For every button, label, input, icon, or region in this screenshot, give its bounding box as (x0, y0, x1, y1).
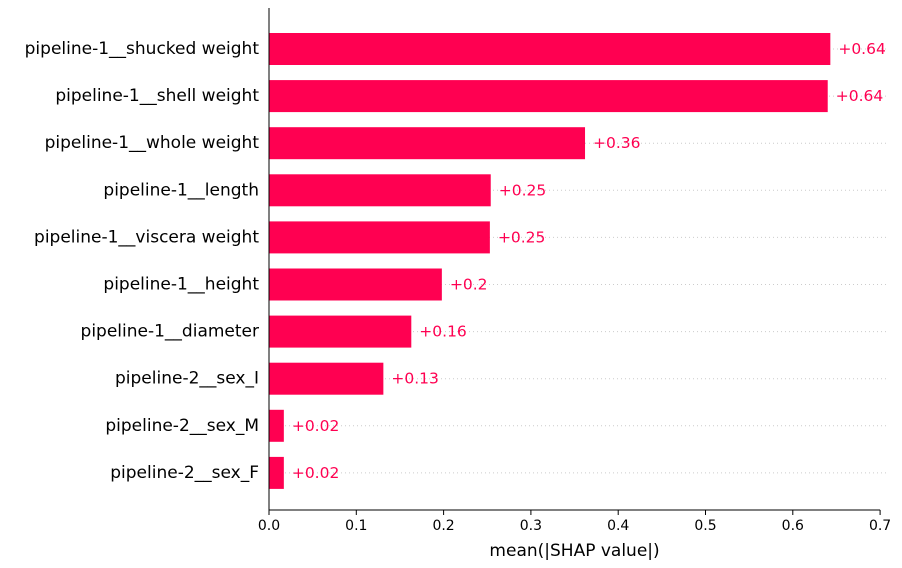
x-tick-label: 0.7 (869, 518, 891, 534)
x-axis-label: mean(|SHAP value|) (489, 541, 659, 561)
bar (269, 315, 412, 348)
x-tick-label: 0.3 (520, 518, 542, 534)
value-label: +0.2 (450, 276, 488, 294)
value-label: +0.64 (836, 87, 884, 105)
bar (269, 362, 384, 395)
bar (269, 174, 491, 207)
value-label: +0.13 (391, 370, 439, 388)
feature-label: pipeline-1__length (103, 180, 259, 200)
feature-label: pipeline-1__shell weight (55, 86, 259, 106)
x-tick-label: 0.1 (345, 518, 367, 534)
value-labels: +0.64 +0.64 +0.36 +0.25 +0.25 +0.2 +0.16 +0.13 +… (292, 40, 886, 482)
feature-label: pipeline-1__diameter (81, 322, 259, 342)
x-axis-ticks: 0.0 0.1 0.2 0.3 0.4 0.5 0.6 0.7 (258, 510, 891, 534)
bar (269, 80, 828, 113)
value-label: +0.25 (499, 181, 547, 199)
feature-label: pipeline-2__sex_I (115, 369, 259, 389)
grid-lines (269, 48, 888, 474)
feature-label: pipeline-1__whole weight (45, 133, 260, 153)
feature-label: pipeline-1__viscera weight (34, 227, 259, 247)
value-label: +0.36 (593, 134, 641, 152)
value-label: +0.02 (292, 417, 340, 435)
feature-label: pipeline-1__height (103, 275, 259, 295)
bar (269, 456, 284, 489)
feature-labels: pipeline-1__shucked weight pipeline-1__sh… (25, 39, 260, 483)
bar (269, 127, 586, 160)
bar (269, 33, 831, 65)
x-tick-label: 0.6 (782, 518, 804, 534)
feature-label: pipeline-2__sex_M (105, 416, 259, 436)
x-tick-label: 0.5 (694, 518, 716, 534)
value-label: +0.02 (292, 464, 340, 482)
value-label: +0.25 (498, 228, 546, 246)
bar (269, 409, 284, 442)
bars (269, 33, 831, 489)
bar (269, 268, 442, 301)
feature-label: pipeline-2__sex_F (110, 463, 259, 483)
value-label: +0.16 (419, 323, 467, 341)
x-tick-label: 0.0 (258, 518, 280, 534)
value-label: +0.64 (838, 40, 886, 58)
x-tick-label: 0.4 (607, 518, 629, 534)
bar (269, 221, 490, 254)
feature-label: pipeline-1__shucked weight (25, 39, 260, 59)
x-tick-label: 0.2 (432, 518, 454, 534)
